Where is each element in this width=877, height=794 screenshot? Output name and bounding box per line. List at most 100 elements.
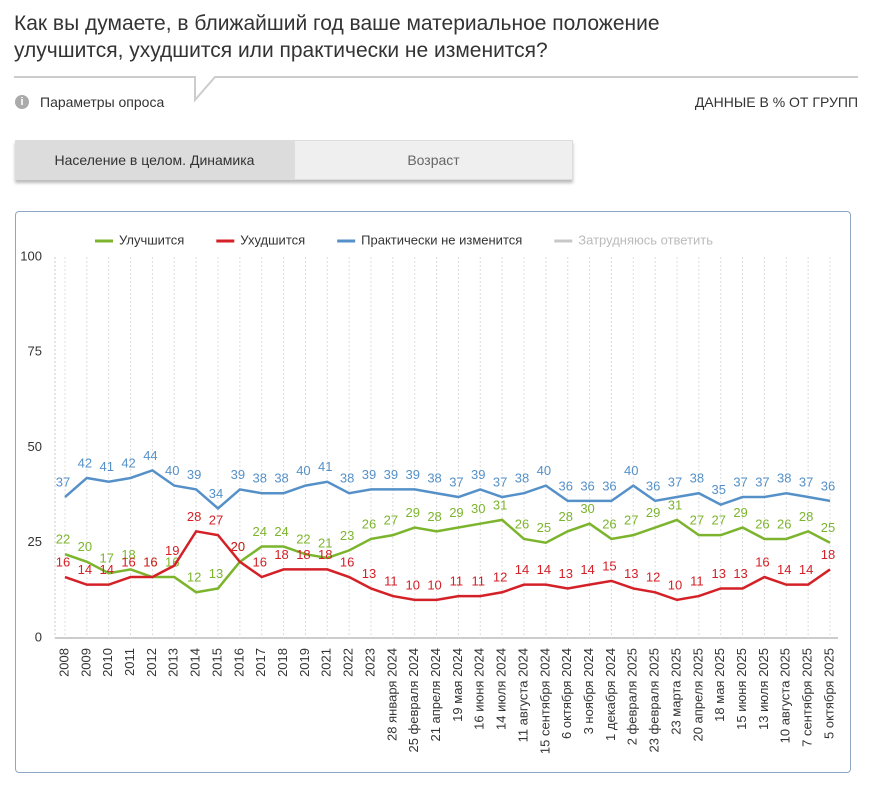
data-label: 39: [405, 467, 419, 482]
data-label: 27: [690, 513, 704, 528]
x-tick-label: 2012: [144, 648, 159, 677]
x-tick-label: 7 сентября 2025: [800, 648, 815, 747]
x-tick-label: 21 апреля 2024: [428, 648, 443, 742]
data-label: 29: [405, 505, 419, 520]
data-label: 27: [384, 513, 398, 528]
data-label: 18: [821, 547, 835, 562]
data-label: 41: [318, 459, 332, 474]
data-label: 34: [209, 486, 223, 501]
data-label: 16: [165, 554, 179, 569]
x-tick-label: 15 сентября 2024: [537, 648, 552, 754]
data-label: 26: [602, 516, 616, 531]
x-tick-label: 16 июня 2024: [472, 648, 487, 730]
x-tick-label: 25 февраля 2024: [406, 648, 421, 753]
x-tick-label: 20 апреля 2025: [690, 648, 705, 742]
data-label: 14: [799, 562, 813, 577]
data-label: 11: [384, 574, 398, 589]
data-label: 35: [711, 482, 725, 497]
x-tick-label: 2018: [275, 648, 290, 677]
tabs: Население в целом. Динамика Возраст: [15, 140, 573, 180]
data-label: 24: [274, 524, 288, 539]
x-tick-label: 2010: [100, 648, 115, 677]
y-tick-label: 75: [28, 344, 42, 359]
data-label: 37: [449, 474, 463, 489]
data-label: 37: [755, 474, 769, 489]
data-label: 27: [209, 513, 223, 528]
data-label: 18: [318, 547, 332, 562]
data-label: 37: [733, 474, 747, 489]
data-label: 12: [187, 570, 201, 585]
x-tick-label: 19 мая 2024: [450, 648, 465, 722]
data-label: 17: [99, 551, 113, 566]
data-label: 28: [558, 509, 572, 524]
data-label: 39: [231, 467, 245, 482]
data-label: 36: [580, 478, 594, 493]
x-tick-label: 14 июля 2024: [494, 648, 509, 730]
data-label: 44: [143, 448, 157, 463]
data-label: 16: [340, 554, 354, 569]
x-tick-label: 23 февраля 2025: [647, 648, 662, 753]
data-label: 30: [471, 501, 485, 516]
x-tick-label: 2019: [297, 648, 312, 677]
data-label: 16: [143, 554, 157, 569]
data-label: 10: [668, 577, 682, 592]
data-label: 40: [537, 463, 551, 478]
legend-label[interactable]: Ухудшится: [240, 232, 305, 247]
data-label: 11: [450, 574, 464, 589]
data-label: 16: [121, 554, 135, 569]
legend-label[interactable]: Практически не изменится: [361, 232, 522, 247]
x-tick-label: 2011: [122, 648, 137, 676]
title-line: Как вы думаете, в ближайший год ваше мат…: [14, 12, 660, 35]
x-tick-label: 2016: [231, 648, 246, 677]
data-label: 18: [296, 547, 310, 562]
data-label: 10: [427, 577, 441, 592]
y-tick-label: 50: [28, 439, 42, 454]
legend-label[interactable]: Затрудняюсь ответить: [578, 232, 713, 247]
data-label: 26: [777, 516, 791, 531]
data-label: 13: [711, 566, 725, 581]
data-label: 31: [493, 497, 507, 512]
data-label: 29: [646, 505, 660, 520]
data-label: 39: [362, 467, 376, 482]
x-tick-label: 3 ноября 2024: [581, 648, 596, 734]
legend-label[interactable]: Улучшится: [119, 232, 184, 247]
x-tick-label: 2 февраля 2025: [625, 648, 640, 745]
data-label: 28: [427, 509, 441, 524]
x-tick-label: 18 мая 2025: [712, 648, 727, 722]
x-tick-label: 2023: [362, 648, 377, 677]
data-label: 18: [274, 547, 288, 562]
x-tick-label: 28 января 2024: [384, 648, 399, 741]
tab[interactable]: Население в целом. Динамика: [15, 140, 294, 180]
info-icon[interactable]: i: [15, 95, 29, 109]
data-label: 13: [558, 566, 572, 581]
data-label: 14: [78, 562, 92, 577]
data-label: 28: [187, 509, 201, 524]
x-tick-label: 6 октября 2024: [559, 648, 574, 739]
x-tick-label: 13 июля 2025: [756, 648, 771, 730]
data-label: 19: [165, 543, 179, 558]
data-label: 12: [646, 570, 660, 585]
data-label: 29: [733, 505, 747, 520]
data-label: 28: [799, 509, 813, 524]
x-tick-label: 10 августа 2025: [778, 648, 793, 743]
data-label: 26: [515, 516, 529, 531]
data-label: 36: [646, 478, 660, 493]
title: Как вы думаете, в ближайший год ваше мат…: [14, 10, 660, 64]
data-label: 40: [165, 463, 179, 478]
data-label: 38: [274, 471, 288, 486]
data-label: 42: [78, 455, 92, 470]
data-label: 13: [624, 566, 638, 581]
y-tick-label: 100: [20, 248, 42, 263]
tab[interactable]: Возраст: [294, 140, 573, 180]
data-label: 14: [99, 562, 113, 577]
data-label: 25: [821, 520, 835, 535]
x-tick-label: 2021: [319, 648, 334, 677]
x-tick-label: 2017: [253, 648, 268, 677]
units-note: ДАННЫЕ В % ОТ ГРУПП: [694, 94, 858, 110]
data-label: 38: [515, 471, 529, 486]
params-link[interactable]: Параметры опроса: [40, 94, 165, 110]
data-label: 37: [56, 474, 70, 489]
data-label: 37: [493, 474, 507, 489]
data-label: 16: [56, 554, 70, 569]
